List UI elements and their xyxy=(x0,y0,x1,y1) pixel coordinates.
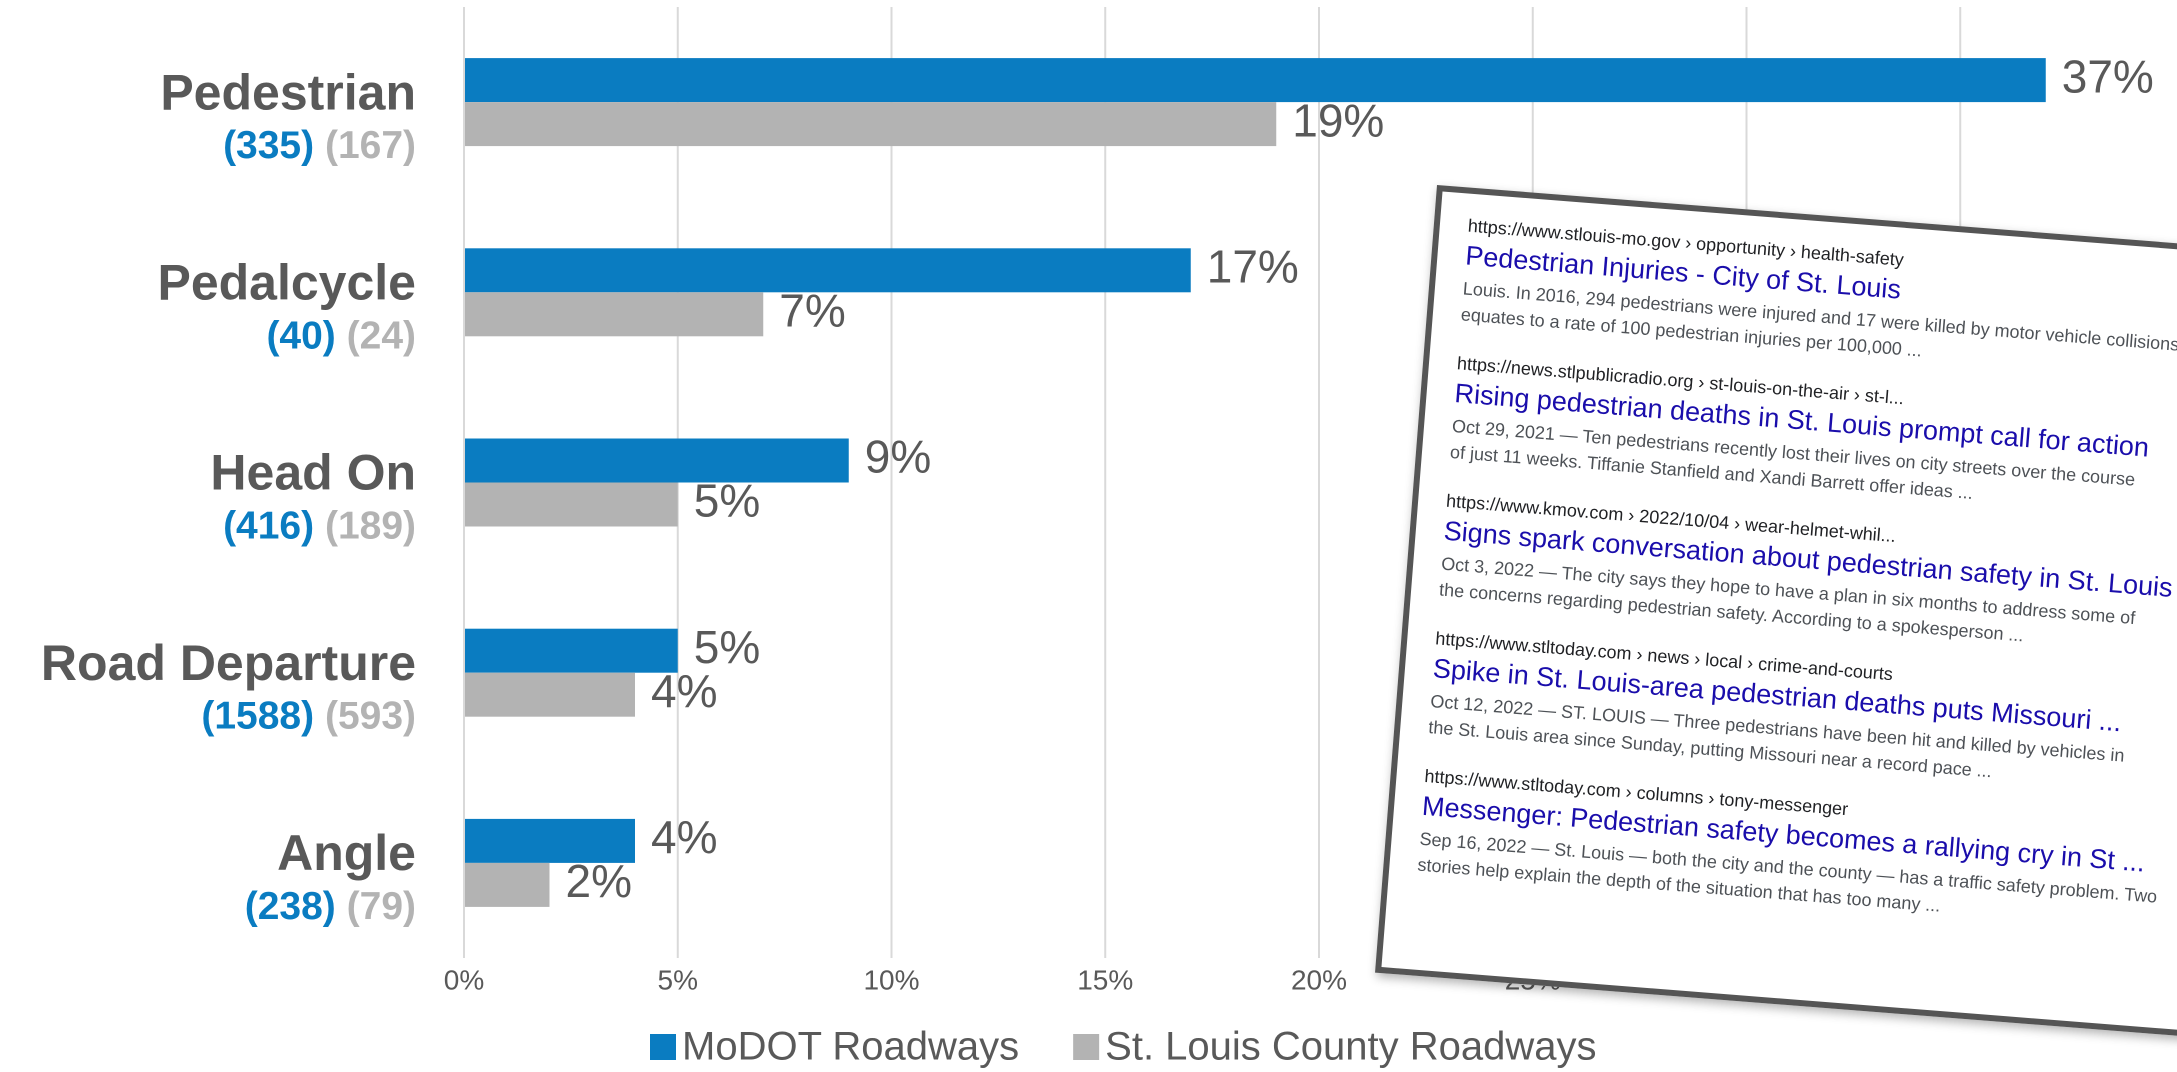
count-labels: (416) (189) xyxy=(223,505,416,548)
count-label: (416) xyxy=(223,505,314,548)
search-results-screenshot: https://www.stlouis-mo.gov › opportunity… xyxy=(1375,185,2177,1060)
count-label: (24) xyxy=(347,315,416,358)
count-label: (238) xyxy=(245,885,336,928)
value-label: 7% xyxy=(779,284,845,336)
count-labels: (238) (79) xyxy=(245,885,416,928)
category-label: Head On xyxy=(210,445,416,501)
count-label: (335) xyxy=(223,124,314,167)
x-tick-label: 15% xyxy=(1077,964,1133,995)
bar xyxy=(464,629,678,673)
bar xyxy=(464,439,849,483)
value-label: 37% xyxy=(2062,50,2154,102)
value-label: 9% xyxy=(865,431,931,483)
legend-label: MoDOT Roadways xyxy=(682,1025,1019,1069)
bar xyxy=(464,58,2046,102)
value-label: 17% xyxy=(1207,240,1299,292)
category-label: Road Departure xyxy=(41,635,416,691)
category-label: Pedalcycle xyxy=(157,255,416,311)
bar xyxy=(464,673,635,717)
value-label: 4% xyxy=(651,811,717,863)
value-label: 4% xyxy=(651,665,717,717)
legend-label: St. Louis County Roadways xyxy=(1105,1025,1596,1069)
search-result: https://www.stltoday.com › columns › ton… xyxy=(1417,766,2177,960)
legend-swatch xyxy=(650,1034,676,1060)
bar xyxy=(464,483,678,527)
count-label: (40) xyxy=(266,315,335,358)
count-label: (593) xyxy=(325,695,416,738)
category-label: Pedestrian xyxy=(160,64,416,120)
count-label: (167) xyxy=(325,124,416,167)
count-label: (79) xyxy=(347,885,416,928)
page: {"chart_data": {"type": "bar", "orientat… xyxy=(0,0,2177,1072)
legend-swatch xyxy=(1073,1034,1099,1060)
x-tick-label: 0% xyxy=(444,964,484,995)
value-label: 19% xyxy=(1292,94,1384,146)
count-labels: (40) (24) xyxy=(266,315,416,358)
value-label: 2% xyxy=(566,855,632,907)
x-tick-label: 10% xyxy=(863,964,919,995)
value-label: 5% xyxy=(694,475,760,527)
count-labels: (335) (167) xyxy=(223,124,416,167)
bar xyxy=(464,863,550,907)
bar xyxy=(464,292,763,336)
x-tick-label: 5% xyxy=(658,964,698,995)
count-label: (1588) xyxy=(201,695,314,738)
count-label: (189) xyxy=(325,505,416,548)
count-labels: (1588) (593) xyxy=(201,695,416,738)
bar xyxy=(464,102,1276,146)
category-label: Angle xyxy=(277,825,416,881)
x-tick-label: 20% xyxy=(1291,964,1347,995)
